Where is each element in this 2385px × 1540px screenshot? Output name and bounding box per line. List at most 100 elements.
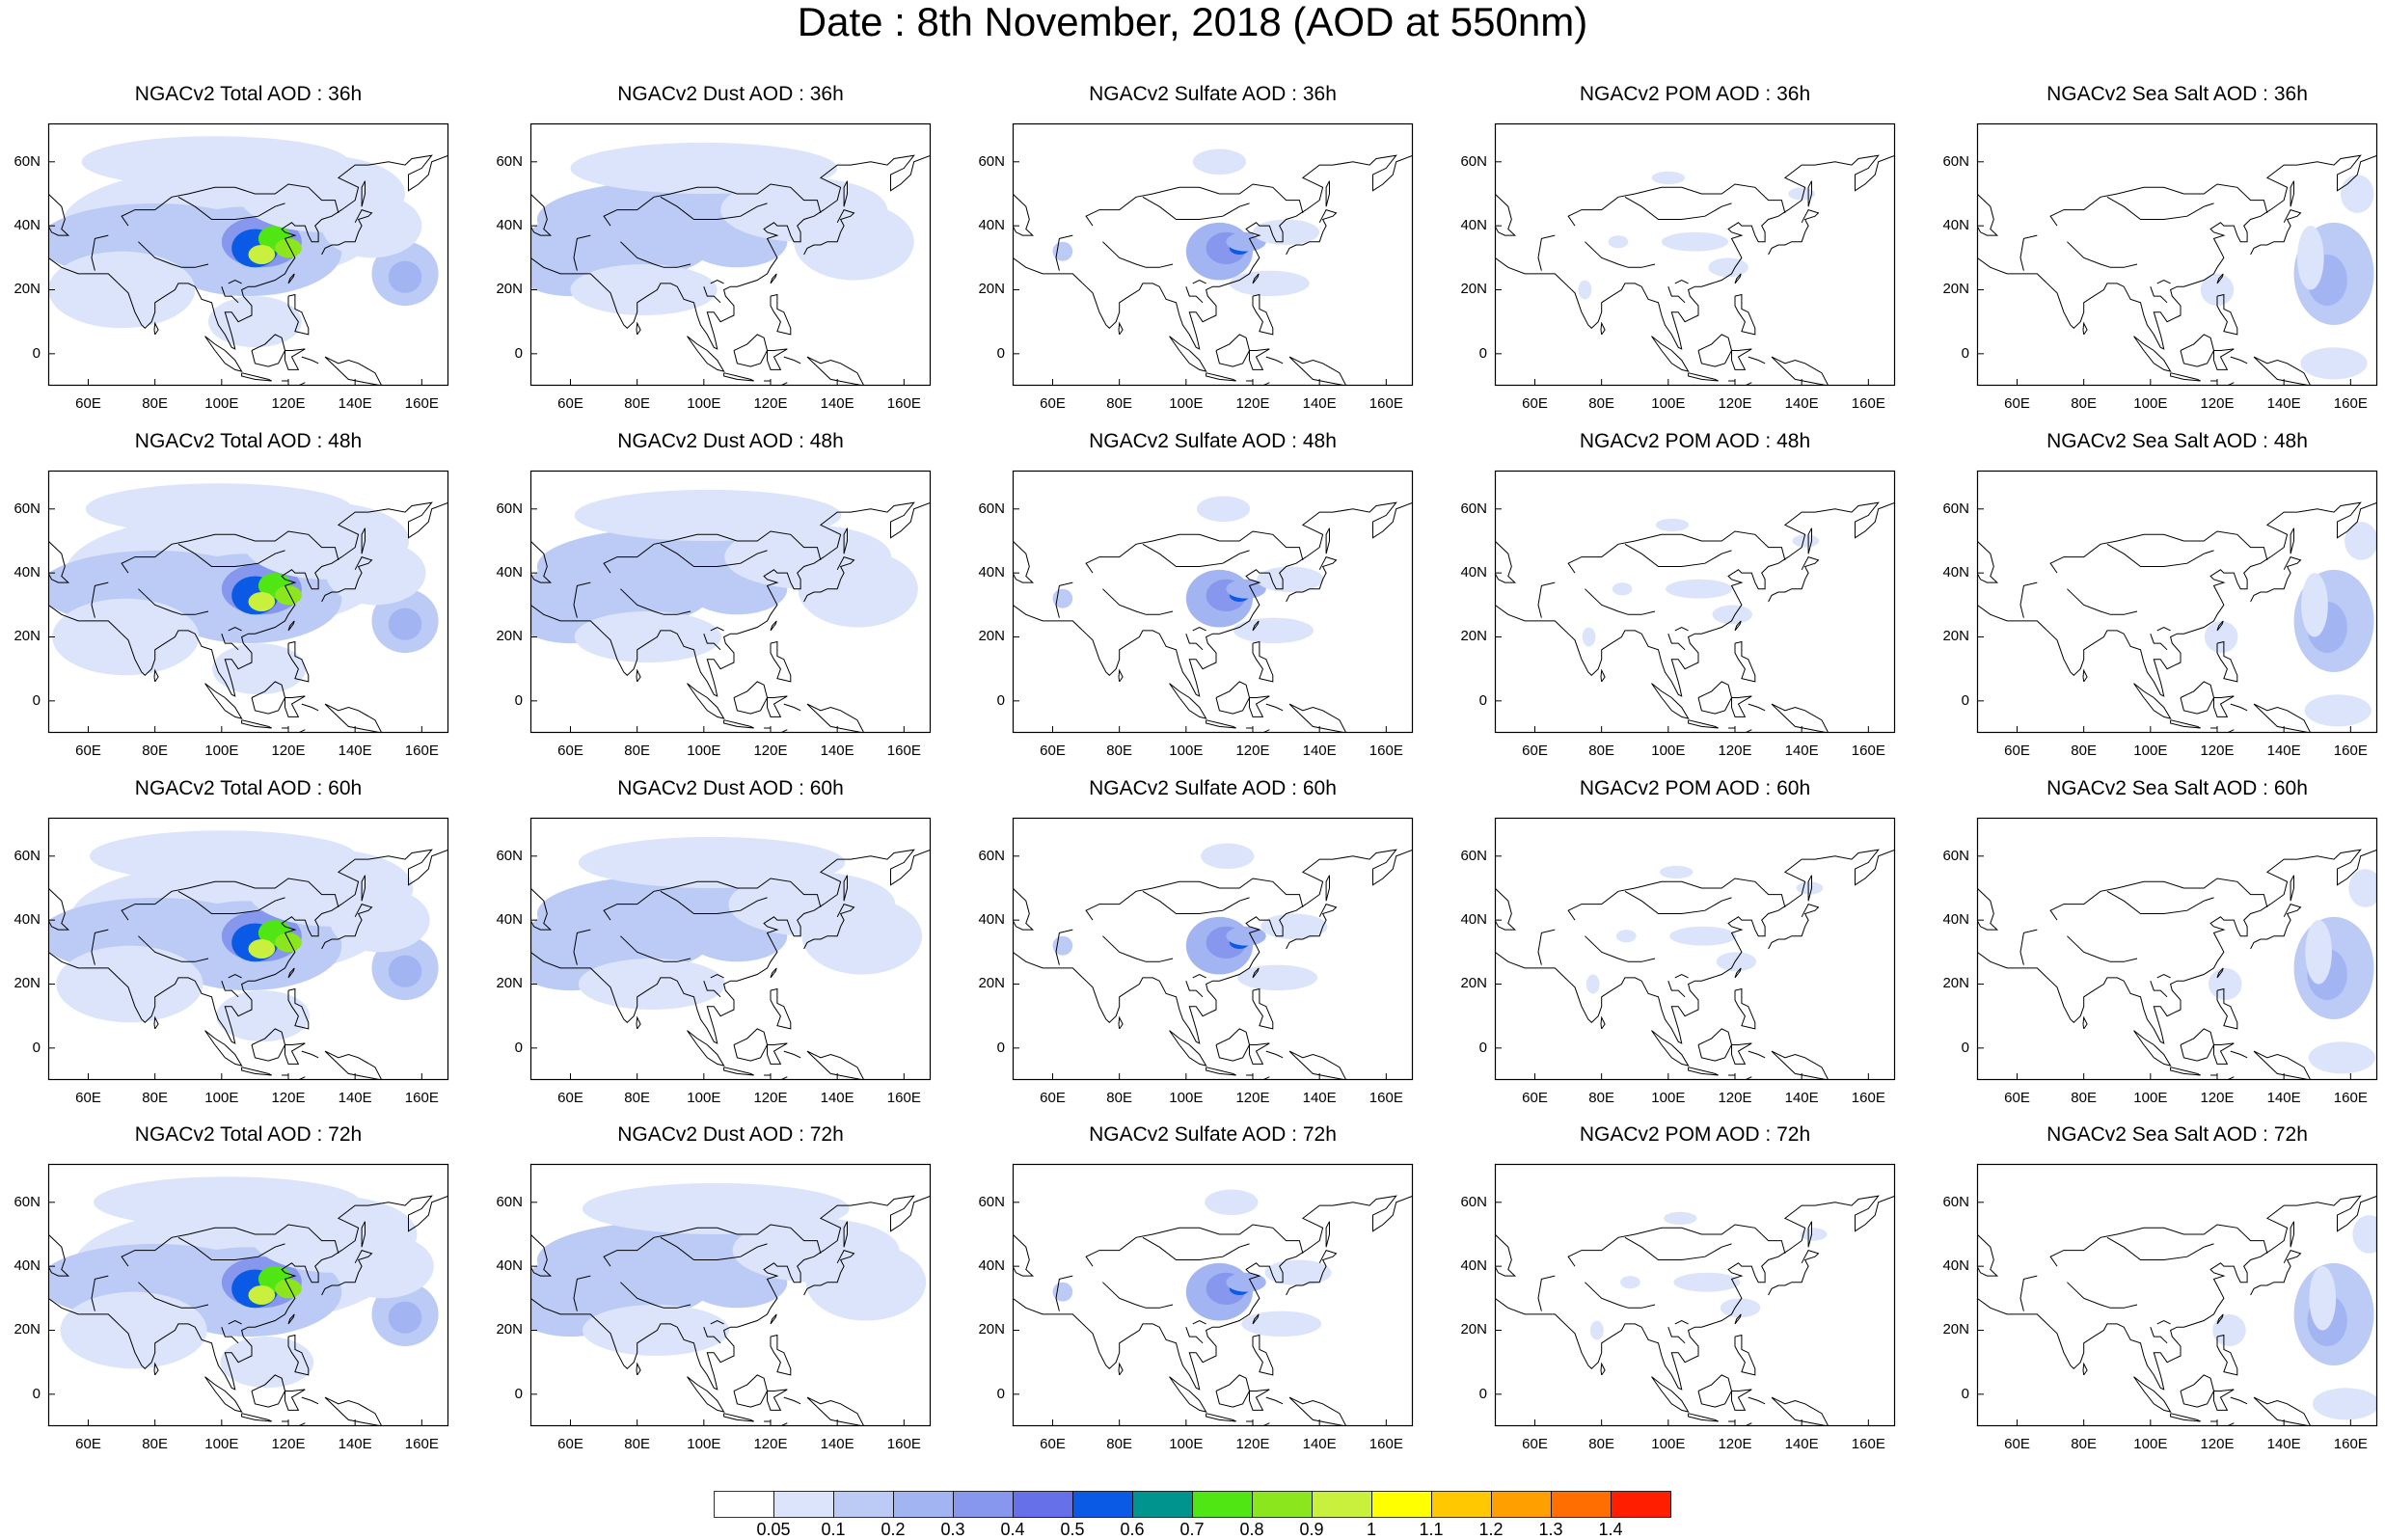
lat-label: 20N	[14, 1321, 41, 1338]
lat-label: 20N	[14, 281, 41, 298]
lat-label: 60N	[978, 152, 1005, 170]
lat-label: 20N	[978, 1321, 1005, 1338]
coastline	[121, 183, 339, 227]
coastline	[221, 1327, 239, 1344]
lon-label: 140E	[1784, 1436, 1819, 1452]
coastline	[1142, 196, 1250, 220]
coastline	[48, 540, 70, 583]
aod-map	[47, 122, 449, 387]
lat-label: 40N	[14, 1257, 41, 1275]
aod-field	[2297, 226, 2324, 290]
aod-field	[1237, 964, 1318, 991]
coastline	[1734, 1334, 1756, 1376]
aod-field	[388, 608, 422, 640]
coastline	[287, 640, 310, 683]
lon-label: 120E	[753, 743, 788, 759]
lat-label: 40N	[496, 217, 523, 234]
map-frame	[529, 470, 932, 734]
lat-label: 20N	[1460, 281, 1487, 298]
coastline	[287, 620, 295, 632]
coastline	[1169, 1030, 1207, 1067]
lon-label: 100E	[1169, 395, 1204, 412]
coastline	[301, 703, 319, 712]
aod-field	[1615, 930, 1637, 943]
coastline	[2150, 634, 2168, 651]
aod-map	[1012, 122, 1414, 387]
coastline	[288, 1422, 306, 1426]
lon-label: 80E	[142, 743, 168, 759]
lon-label: 100E	[1169, 743, 1204, 759]
lon-label: 120E	[1718, 743, 1752, 759]
coastline	[1252, 987, 1274, 1030]
coastline	[228, 626, 242, 632]
lat-label: 20N	[1460, 628, 1487, 645]
lon-label: 100E	[2133, 743, 2168, 759]
panel-title: NGACv2 Sea Salt AOD : 36h	[2046, 83, 2308, 105]
aod-field	[1241, 1310, 1322, 1337]
lon-label: 100E	[2133, 1090, 2168, 1106]
coastline	[660, 196, 768, 220]
colorbar-label: 0.5	[1060, 1520, 1085, 1539]
coastline	[2019, 234, 2038, 271]
coastline	[288, 382, 306, 386]
coastline	[1265, 1050, 1284, 1059]
lon-label: 80E	[2071, 1436, 2097, 1452]
coastline	[2230, 1050, 2248, 1059]
coastline	[1085, 183, 1304, 227]
lat-label: 0	[514, 1039, 523, 1056]
aod-field	[1253, 219, 1320, 246]
colorbar-bin	[953, 1491, 1014, 1518]
coastline	[324, 1396, 383, 1426]
coastline	[361, 875, 366, 902]
coastline	[2180, 1028, 2215, 1062]
aod-field	[388, 1301, 422, 1334]
lat-label: 20N	[1942, 281, 1969, 298]
coastline	[1102, 241, 1174, 268]
coastline	[2290, 1221, 2294, 1248]
coastline	[361, 1221, 366, 1248]
map-panel: NGACv2 POM AOD : 36h 60N 40N 20N 0 60E 80E 100E…	[1460, 83, 1896, 412]
colorbar-label: 1.4	[1598, 1520, 1623, 1539]
coastline	[1731, 1389, 1752, 1411]
coastline	[1495, 193, 1517, 236]
coastline	[1667, 981, 1686, 998]
coastline	[1055, 1275, 1073, 1311]
coastline	[1748, 1396, 1766, 1405]
lat-label: 40N	[1942, 911, 1969, 929]
lat-label: 40N	[496, 911, 523, 929]
colorbar-bin	[833, 1491, 894, 1518]
aod-field	[1608, 235, 1629, 249]
coastline	[2213, 695, 2235, 717]
aod-map	[529, 1163, 932, 1427]
lon-label: 120E	[2200, 1090, 2235, 1106]
coastline	[1624, 890, 1732, 914]
aod-map	[1976, 122, 2378, 387]
lon-label: 80E	[2071, 395, 2097, 412]
coastline	[1977, 1233, 1999, 1277]
coastline	[620, 241, 691, 268]
coastline	[1169, 336, 1207, 372]
aod-field	[388, 955, 422, 987]
coastline	[1977, 849, 2377, 1044]
coastline	[530, 540, 553, 583]
coastline	[636, 1362, 641, 1376]
lon-label: 140E	[820, 1090, 854, 1106]
map-frame	[1494, 470, 1896, 734]
aod-map	[1494, 122, 1896, 387]
panel-title: NGACv2 Dust AOD : 72h	[617, 1123, 844, 1146]
aod-field	[334, 1233, 434, 1299]
coastline	[1252, 640, 1274, 683]
coastline	[687, 1376, 725, 1413]
coastline	[530, 887, 553, 931]
lat-label: 60N	[1942, 500, 1969, 517]
coastline	[2156, 626, 2171, 632]
lon-label: 100E	[204, 395, 239, 412]
lon-label: 160E	[2333, 1090, 2368, 1106]
coastline	[1142, 1236, 1250, 1260]
coastline	[1585, 241, 1656, 268]
lon-label: 140E	[1784, 743, 1819, 759]
coastline	[687, 683, 725, 719]
coastline	[1600, 1015, 1606, 1030]
coastline	[703, 286, 721, 304]
coastline	[733, 334, 769, 367]
